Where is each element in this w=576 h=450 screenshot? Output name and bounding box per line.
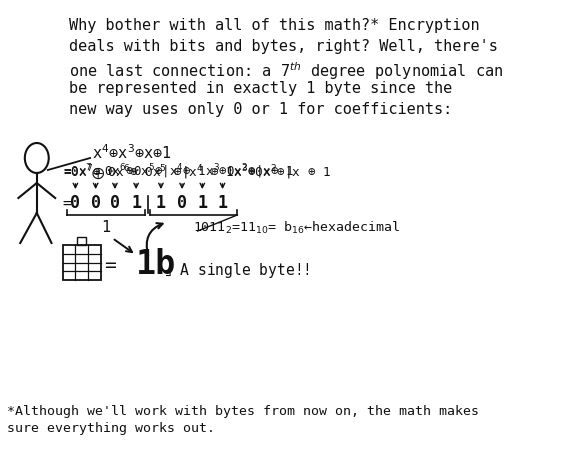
Text: 0: 0 [70, 194, 81, 212]
Text: 0: 0 [177, 194, 187, 212]
Text: 1: 1 [131, 194, 141, 212]
Text: 0: 0 [90, 194, 101, 212]
Text: =: = [104, 256, 116, 274]
Text: 1: 1 [218, 194, 228, 212]
Text: 1: 1 [198, 194, 207, 212]
Text: 0: 0 [110, 194, 120, 212]
Bar [77, 237, 86, 245]
Text: 1b: 1b [136, 248, 176, 282]
Text: Why bother with all of this math?* Encryption: Why bother with all of this math?* Encry… [69, 18, 480, 33]
Text: =0x$^7$⊕ 0x$^6$⊕ 0x$^5$ ⊕|x$^4$ ⊕ 1x$^3$⊕0x$^2$⊕|x ⊕ 1: =0x$^7$⊕ 0x$^6$⊕ 0x$^5$ ⊕|x$^4$ ⊕ 1x$^3$… [63, 164, 331, 182]
Text: x$^4$⊕x$^3$⊕x⊕1: x$^4$⊕x$^3$⊕x⊕1 [92, 144, 172, 162]
Text: =0x$^7$$_\bigoplus$0x$^6$⊕0x$^5$⊕|x$^4$⊕ 1x$^3$⊕0x$^2$⊕|x⊕ 1: =0x$^7$$_\bigoplus$0x$^6$⊕0x$^5$⊕|x$^4$⊕… [63, 163, 293, 183]
Text: new way uses only 0 or 1 for coefficients:: new way uses only 0 or 1 for coefficient… [69, 102, 452, 117]
Text: =: = [63, 195, 71, 211]
Text: sure everything works out.: sure everything works out. [7, 422, 215, 435]
Text: 1011$_2$=11$_{10}$= b$_{16}$←hexadecimal: 1011$_2$=11$_{10}$= b$_{16}$←hexadecimal [193, 220, 400, 236]
Text: $\lrcorner$ A single byte!!: $\lrcorner$ A single byte!! [164, 261, 310, 279]
Text: 1: 1 [156, 194, 166, 212]
Text: *Although we'll work with bytes from now on, the math makes: *Although we'll work with bytes from now… [7, 405, 479, 418]
Bar [63, 245, 101, 280]
Text: be represented in exactly 1 byte since the: be represented in exactly 1 byte since t… [69, 81, 452, 96]
Text: deals with bits and bytes, right? Well, there's: deals with bits and bytes, right? Well, … [69, 39, 498, 54]
Text: one last connection: a 7$^{th}$ degree polynomial can: one last connection: a 7$^{th}$ degree p… [69, 60, 503, 82]
Text: 1: 1 [101, 220, 111, 235]
